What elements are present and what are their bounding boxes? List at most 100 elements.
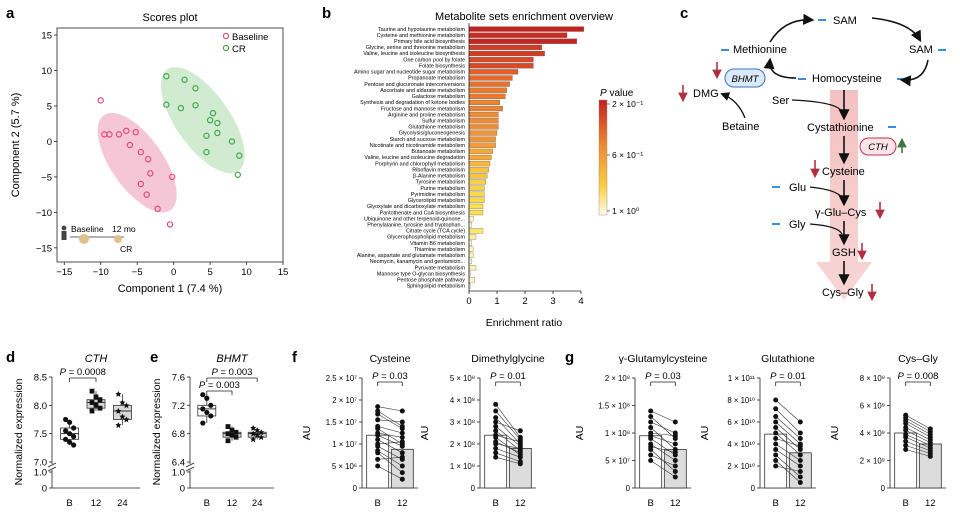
metabolite-cystathionine: Cystathionine [807, 122, 874, 134]
inset-12mo-label: 12 mo [112, 224, 136, 234]
enrichment-category-label: Sphingolipid metabolism [407, 284, 466, 290]
glutathione-point [773, 452, 779, 458]
enzyme-cth [859, 137, 897, 156]
cr-ellipse [160, 67, 245, 174]
enrichment-category-label: Cysteine and methionine metabolism [377, 33, 466, 39]
cysteine-y-tick-label: 2 × 10⁷ [332, 396, 357, 405]
cys-gly-point [903, 420, 909, 426]
cys-gly-pair-line [905, 436, 931, 449]
enrichment-category-label: Synthesis and degradation of ketone bodi… [360, 100, 465, 106]
glutathione-y-tick-label: 4 × 10¹⁰ [727, 440, 755, 449]
y-tick-label: −15 [36, 243, 52, 254]
baseline-point [132, 129, 139, 136]
cth-point [89, 400, 95, 405]
enrichment-category-label: Primary bile acid biosynthesis [394, 39, 465, 45]
enrichment-bar [468, 81, 510, 87]
bhmt-point [200, 420, 206, 426]
bhmt-point [208, 402, 214, 408]
gamma-glutamylcysteine-y-tick-label: 1.5 × 10⁸ [598, 402, 630, 411]
enrichment-bar [468, 44, 542, 51]
gamma-glutamylcysteine-pair-line [650, 454, 676, 467]
glutathione-point [797, 458, 803, 463]
pathway-diagram: SAM SAM Methionine Homocysteine BHMT DMG… [678, 13, 946, 302]
glutathione-title: Glutathione [761, 353, 815, 365]
cysteine-p-value: P = 0.03 [372, 371, 408, 382]
cth-point [123, 402, 130, 409]
cysteine-point [399, 419, 405, 425]
glutathione-point [797, 430, 803, 436]
bhmt-point [258, 429, 265, 436]
colorbar-tick-label: 1 × 10⁰ [612, 206, 640, 216]
dimethylglycine-point [517, 461, 523, 467]
panel-label-e: e [150, 349, 158, 366]
enrichment-category-label: Valine, leucine and isoleucine biosynthe… [363, 51, 465, 57]
cysteine-point [399, 430, 405, 436]
bhmt-x-tick-label: 24 [252, 498, 263, 509]
cysteine-y-tick-label: 1 × 10⁷ [332, 440, 357, 449]
enrichment-bar [468, 191, 485, 197]
dimethylglycine-point [493, 419, 499, 425]
legend-cr-label: CR [232, 44, 246, 55]
enrichment-category-label: Alanine, aspartate and glutamate metabol… [357, 253, 466, 259]
cth-y-tick-label: 1.0 [34, 468, 47, 479]
cr-point [192, 85, 199, 92]
cysteine-point [399, 439, 405, 445]
dimethylglycine-y-tick-label: 2 × 10⁸ [450, 440, 475, 449]
cth-point [97, 397, 103, 403]
enrichment-bar [468, 93, 506, 99]
cth-y-tick-label: 7.0 [34, 458, 47, 469]
cth-ylabel: Normalized expression [13, 378, 25, 485]
cysteine-point [375, 432, 381, 438]
cr-point [163, 101, 170, 108]
cysteine-point [399, 476, 405, 482]
enrichment-bar [468, 87, 507, 93]
gamma-glutamylcysteine-point [648, 414, 654, 419]
dimethylglycine-pair-line [495, 441, 521, 454]
cth-p-value: P = 0.0008 [60, 367, 106, 378]
panel-label-f: f [292, 349, 298, 366]
enrichment-bar [468, 173, 488, 179]
dimethylglycine-pair-line [495, 430, 521, 451]
gamma-glutamylcysteine-point [648, 452, 654, 458]
enrichment-category-label: Pyruvate metabolism [415, 265, 466, 271]
bhmt-point [208, 413, 214, 419]
bhmt-point [225, 424, 231, 429]
dimethylglycine-point [517, 428, 523, 434]
enzyme-cth-label: CTH [868, 142, 888, 153]
enrichment-chart: Metabolite sets enrichment overview Taur… [354, 11, 643, 329]
person-icon [61, 225, 67, 231]
gamma-glutamylcysteine-point [648, 408, 654, 414]
cysteine-pair-line [377, 428, 403, 445]
cth-point [119, 399, 126, 406]
bhmt-point [200, 392, 206, 398]
gamma-glutamylcysteine-y-tick-label: 5 × 10⁷ [605, 457, 630, 466]
cr-point [228, 138, 236, 145]
gamma-glutamylcysteine-pair-line [650, 443, 676, 461]
cr-point [206, 116, 214, 124]
panel-label-b: b [322, 5, 331, 22]
cys-gly-plot: Cys–Gly AU 0 2 × 10⁹ 4 × 10⁹ 6 × 10⁹ 8 × 10⁹ B 1… [829, 353, 946, 509]
bhmt-x-tick-label: 12 [227, 498, 238, 509]
bhmt-axis-break [185, 466, 195, 472]
dimethylglycine-pair-line [495, 452, 521, 462]
gamma-glutamylcysteine-y-tick-label: 0 [626, 484, 631, 493]
x-tick-label: 10 [241, 267, 252, 278]
gamma-glutamylcysteine-p-value: P = 0.03 [645, 371, 681, 382]
inset-cr-label: CR [120, 244, 132, 254]
glutathione-point [773, 447, 779, 452]
dimethylglycine-point [493, 415, 499, 421]
enrichment-category-label: Ascorbate and aldarate metabolism [380, 88, 465, 94]
cth-point [63, 436, 69, 442]
bhmt-point [225, 431, 231, 437]
glutathione-point [773, 441, 779, 447]
enrichment-bar [468, 222, 472, 228]
cysteine-pair-line [377, 426, 403, 434]
dimethylglycine-x-tick-label: B [493, 498, 499, 509]
cys-gly-x-tick-label: 12 [925, 498, 936, 509]
glutathione-pair-line [775, 465, 801, 472]
enrichment-bar [468, 148, 493, 154]
bhmt-point [250, 430, 257, 437]
scores-plot-title: Scores plot [142, 12, 197, 24]
cysteine-y-tick-label: 0 [353, 484, 358, 493]
scores-plot-frame [56, 27, 284, 263]
